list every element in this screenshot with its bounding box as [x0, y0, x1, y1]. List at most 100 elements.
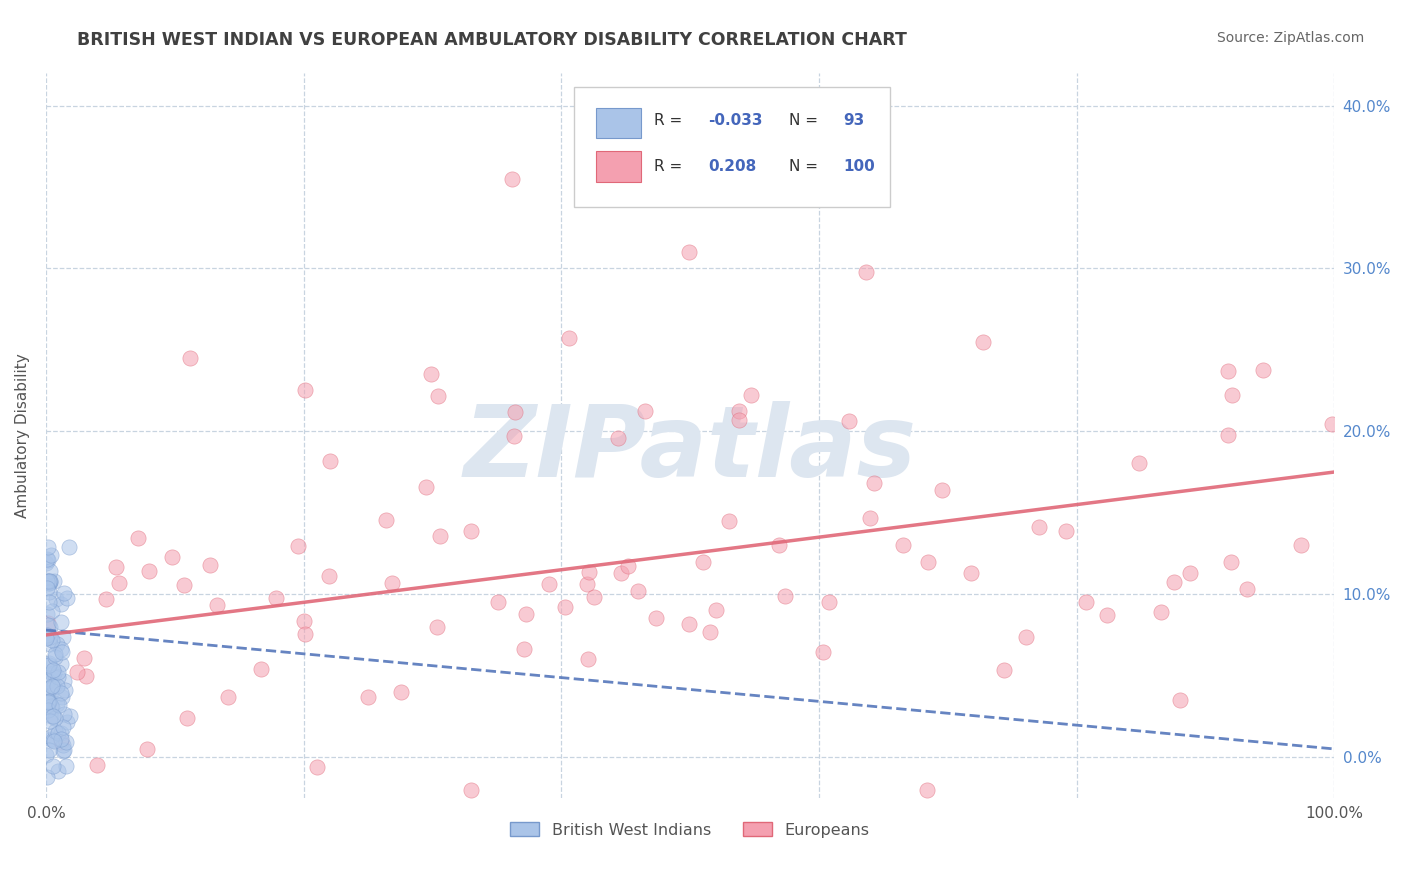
- Point: [931, 483, 953, 497]
- FancyBboxPatch shape: [596, 108, 641, 138]
- Point: [55, 759, 77, 773]
- Point: [582, 590, 605, 604]
- Point: [38, 657, 60, 671]
- Point: [53, 586, 76, 600]
- Point: [41, 666, 63, 681]
- Point: [460, 524, 482, 538]
- Point: [576, 652, 599, 666]
- Point: [45, 637, 67, 651]
- Point: [41, 729, 63, 743]
- Text: 0.208: 0.208: [709, 159, 756, 174]
- Point: [173, 577, 195, 591]
- Point: [41, 699, 63, 714]
- Text: BRITISH WEST INDIAN VS EUROPEAN AMBULATORY DISABILITY CORRELATION CHART: BRITISH WEST INDIAN VS EUROPEAN AMBULATO…: [77, 31, 907, 49]
- Point: [39, 548, 62, 562]
- Point: [699, 624, 721, 639]
- Point: [58, 708, 80, 723]
- Point: [44, 647, 66, 661]
- Point: [94, 592, 117, 607]
- Point: [45, 591, 67, 606]
- Text: R =: R =: [654, 112, 688, 128]
- Point: [692, 556, 714, 570]
- Point: [46, 665, 69, 679]
- Point: [537, 577, 560, 591]
- Legend: British West Indians, Europeans: British West Indians, Europeans: [505, 816, 876, 844]
- Point: [41, 759, 63, 773]
- Point: [38, 681, 60, 695]
- Point: [52, 738, 75, 752]
- Point: [706, 603, 728, 617]
- Point: [37, 618, 59, 632]
- Point: [42, 574, 65, 589]
- Point: [46, 697, 69, 711]
- Text: R =: R =: [654, 159, 688, 174]
- Point: [318, 569, 340, 583]
- Point: [37, 574, 59, 588]
- Point: [645, 611, 668, 625]
- Point: [105, 559, 128, 574]
- Point: [52, 631, 75, 645]
- Point: [49, 657, 72, 671]
- Point: [515, 607, 537, 621]
- Point: [727, 413, 749, 427]
- Point: [39, 574, 62, 588]
- Point: [56, 591, 79, 606]
- Point: [717, 514, 740, 528]
- Point: [35, 581, 58, 595]
- Point: [1322, 417, 1344, 431]
- Text: 93: 93: [844, 112, 865, 128]
- Point: [37, 667, 59, 681]
- Point: [42, 665, 65, 680]
- Point: [266, 591, 288, 605]
- Point: [250, 662, 273, 676]
- FancyBboxPatch shape: [596, 152, 641, 182]
- Point: [554, 599, 576, 614]
- Point: [319, 454, 342, 468]
- Point: [55, 735, 77, 749]
- Point: [39, 637, 62, 651]
- Point: [42, 663, 65, 677]
- Point: [217, 690, 239, 704]
- Point: [127, 531, 149, 545]
- Point: [53, 674, 76, 689]
- Point: [38, 574, 60, 589]
- Point: [768, 538, 790, 552]
- Point: [429, 529, 451, 543]
- Point: [41, 708, 63, 723]
- Point: [41, 679, 63, 693]
- Point: [52, 720, 75, 734]
- Point: [135, 742, 157, 756]
- Point: [41, 604, 63, 618]
- Point: [292, 614, 315, 628]
- Point: [307, 759, 329, 773]
- Point: [287, 539, 309, 553]
- Point: [39, 564, 62, 578]
- Point: [1216, 364, 1239, 378]
- Point: [44, 711, 66, 725]
- Point: [39, 714, 62, 728]
- Point: [176, 711, 198, 725]
- Point: [959, 566, 981, 580]
- Point: [51, 645, 73, 659]
- Point: [1097, 608, 1119, 623]
- Point: [44, 723, 66, 738]
- Point: [37, 553, 59, 567]
- Point: [460, 782, 482, 797]
- Point: [39, 630, 62, 644]
- Point: [893, 538, 915, 552]
- Point: [606, 431, 628, 445]
- Point: [1291, 538, 1313, 552]
- Point: [993, 663, 1015, 677]
- Point: [35, 690, 58, 704]
- Point: [38, 695, 60, 709]
- Point: [42, 679, 65, 693]
- Point: [49, 731, 72, 746]
- Point: [138, 565, 160, 579]
- Point: [37, 607, 59, 621]
- Point: [609, 566, 631, 580]
- Point: [426, 620, 449, 634]
- Point: [39, 620, 62, 634]
- Point: [41, 632, 63, 647]
- Point: [58, 541, 80, 555]
- Point: [86, 758, 108, 772]
